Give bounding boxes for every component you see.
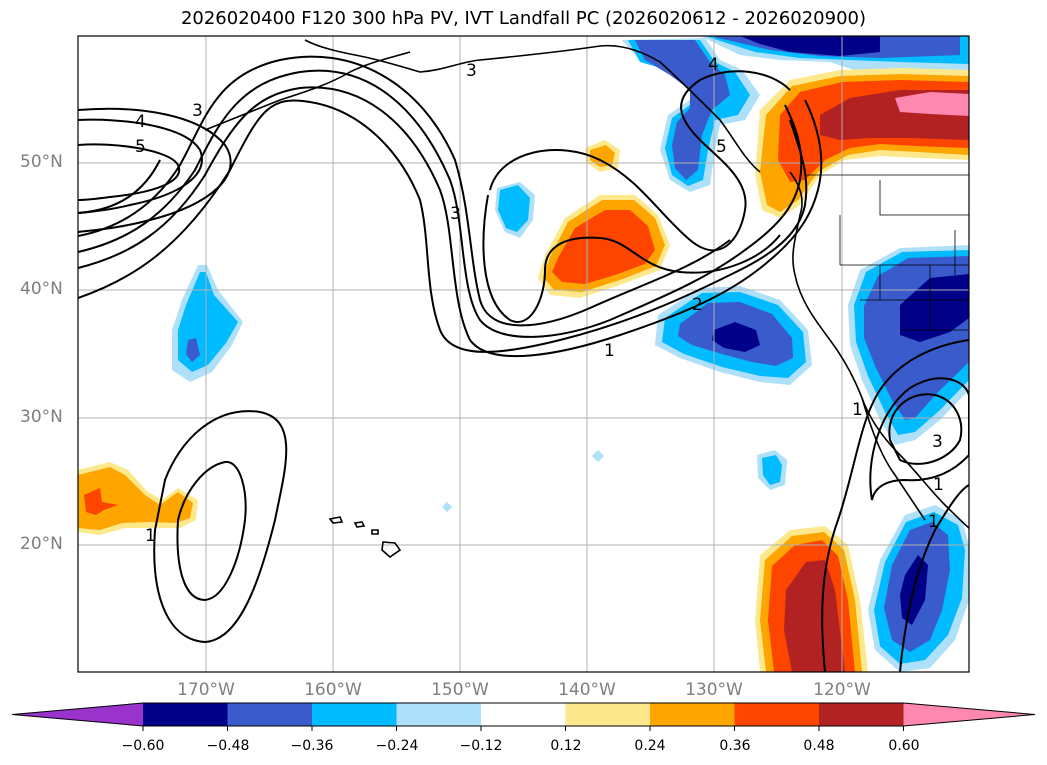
shade-pos-mid-small bbox=[590, 145, 615, 167]
contour-label: 1 bbox=[145, 526, 156, 546]
shade-blob-170w-strong bbox=[186, 338, 200, 362]
lon-label-120w: 120°W bbox=[813, 680, 871, 700]
contour-label: 5 bbox=[716, 137, 727, 157]
contour-label: 4 bbox=[708, 55, 719, 75]
colorbar-tick-label: 0.36 bbox=[719, 738, 751, 754]
colorbar bbox=[11, 702, 1036, 731]
shade-pos-strong-central bbox=[552, 210, 655, 284]
coast-hawaii-4 bbox=[381, 541, 402, 559]
shade-pos-stronger-south bbox=[784, 560, 845, 672]
lat-label-20n: 20°N bbox=[20, 534, 63, 554]
colorbar-tick-label: 0.60 bbox=[888, 738, 920, 754]
coast-alaska bbox=[304, 39, 761, 173]
colorbar-segment bbox=[650, 703, 735, 726]
lon-label-150w: 150°W bbox=[431, 680, 489, 700]
contour-label: 1 bbox=[604, 341, 615, 361]
lon-label-170w: 170°W bbox=[177, 680, 235, 700]
coast-westus bbox=[789, 171, 969, 529]
colorbar-tick-label: −0.60 bbox=[121, 738, 165, 754]
contour-label: 3 bbox=[192, 101, 203, 121]
coast-baja bbox=[861, 397, 926, 521]
lon-label-140w: 140°W bbox=[558, 680, 616, 700]
contour-label: 3 bbox=[466, 61, 477, 81]
contour-label-group: 3 4 5 3 4 5 3 2 1 1 1 1 3 1 bbox=[135, 55, 944, 546]
colorbar-segment bbox=[143, 703, 228, 726]
map-title: 2026020400 F120 300 hPa PV, IVT Landfall… bbox=[180, 8, 867, 29]
contour-west-4 bbox=[78, 118, 203, 214]
contour-central-2 bbox=[489, 70, 791, 252]
colorbar-extend-high bbox=[903, 703, 1035, 726]
contour-label: 3 bbox=[932, 432, 943, 452]
colorbar-tick-label: −0.36 bbox=[290, 738, 334, 754]
map-content: 3 4 5 3 4 5 3 2 1 1 1 1 3 1 bbox=[78, 36, 969, 672]
contour-east-1b bbox=[899, 484, 969, 672]
shade-blob-130w-stronger bbox=[712, 322, 760, 352]
colorbar-segment bbox=[227, 703, 313, 726]
colorbar-tick-label: −0.12 bbox=[459, 738, 503, 754]
contour-label: 3 bbox=[450, 204, 461, 224]
colorbar-tick-label: −0.24 bbox=[375, 738, 419, 754]
contour-label: 4 bbox=[135, 112, 146, 132]
lat-label-30n: 30°N bbox=[20, 407, 63, 427]
shade-pos-strong-west bbox=[84, 488, 118, 515]
colorbar-tick-label: 0.48 bbox=[803, 738, 835, 754]
colorbar-tick-label: 0.24 bbox=[634, 738, 666, 754]
shade-blob-125w-mid bbox=[762, 455, 782, 485]
map-frame bbox=[77, 35, 970, 673]
contour-west-5 bbox=[78, 143, 181, 201]
coast-hawaii-2 bbox=[353, 521, 366, 528]
contour-label: 5 bbox=[135, 137, 146, 157]
contour-central-1 bbox=[482, 194, 781, 323]
contour-label: 1 bbox=[928, 512, 939, 532]
colorbar-segment bbox=[312, 703, 397, 726]
colorbar-segment bbox=[565, 703, 651, 726]
contour-label: 1 bbox=[852, 400, 863, 420]
coastlines bbox=[204, 39, 969, 559]
shade-pos-max-nw bbox=[895, 92, 969, 116]
contour-label: 2 bbox=[692, 295, 703, 315]
contour-sw-1-outer bbox=[153, 410, 288, 644]
lat-label-40n: 40°N bbox=[20, 279, 63, 299]
coast-hawaii-1 bbox=[328, 516, 344, 524]
coast-aleutians bbox=[204, 51, 411, 131]
contour-3 bbox=[78, 69, 803, 338]
colorbar-segment bbox=[734, 703, 820, 726]
colorbar-tick-label: −0.48 bbox=[206, 738, 250, 754]
colorbar-segment bbox=[481, 703, 566, 726]
shade-speck-1 bbox=[592, 450, 604, 462]
colorbar-segment bbox=[819, 703, 904, 726]
colorbar-extend-low bbox=[12, 703, 143, 726]
coast-hawaii-3 bbox=[371, 529, 379, 535]
contour-label: 1 bbox=[933, 475, 944, 495]
shade-blob-145w-mid bbox=[498, 185, 530, 232]
lat-label-50n: 50°N bbox=[20, 152, 63, 172]
shade-stronger-top bbox=[740, 36, 880, 56]
shade-strong-bc-coast bbox=[635, 40, 730, 180]
shade-pos-mid-west bbox=[78, 467, 193, 530]
contour-east-1a bbox=[821, 339, 969, 672]
colorbar-tick-label: 0.12 bbox=[550, 738, 582, 754]
colorbar-segment bbox=[396, 703, 482, 726]
contour-4 bbox=[78, 55, 731, 327]
shade-speck-2 bbox=[442, 502, 452, 512]
contour-west-3 bbox=[78, 107, 232, 233]
shade-interior-stronger bbox=[900, 274, 969, 342]
lon-label-130w: 130°W bbox=[685, 680, 743, 700]
borders bbox=[805, 174, 969, 331]
border-states bbox=[839, 180, 969, 331]
lon-label-160w: 160°W bbox=[304, 680, 362, 700]
contour-sw-1-inner bbox=[176, 460, 247, 602]
contour-1-main bbox=[78, 99, 808, 353]
contour-east-3 bbox=[888, 393, 963, 465]
